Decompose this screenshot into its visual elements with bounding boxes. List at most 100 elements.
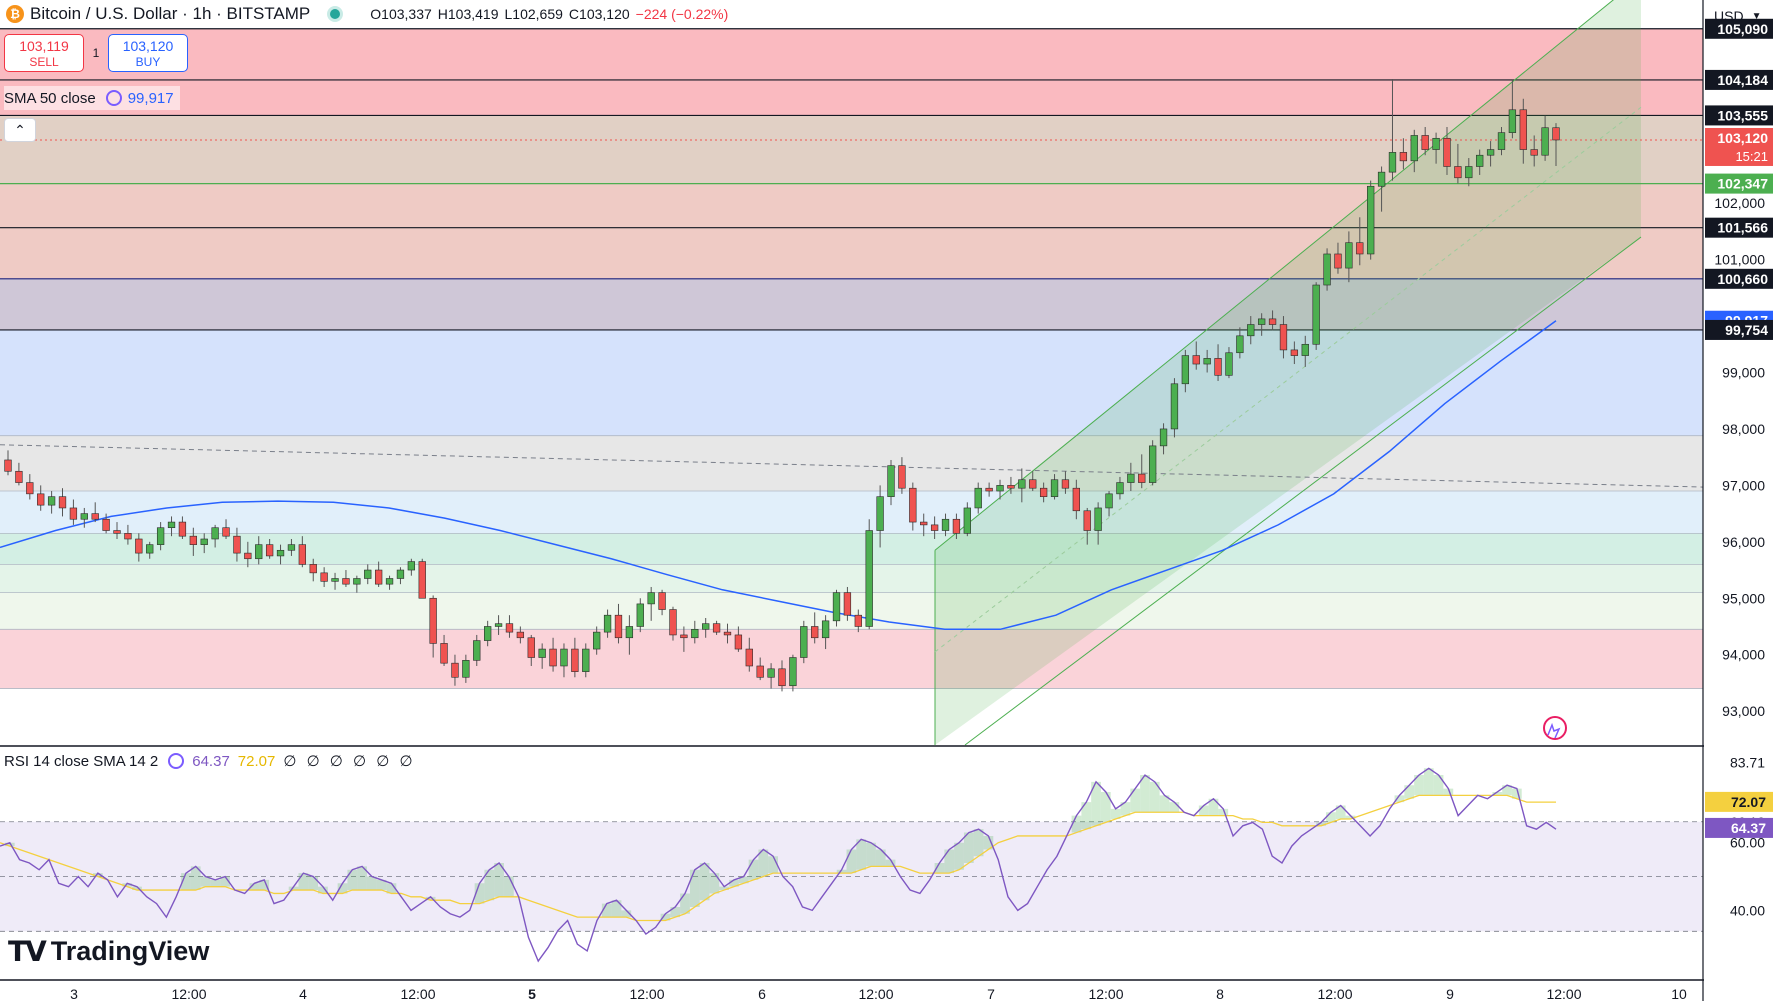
sma-legend[interactable]: SMA 50 close 99,917: [4, 86, 180, 110]
level-zone: [0, 115, 1703, 184]
candle-up: [255, 544, 263, 560]
candle-down: [527, 637, 535, 658]
buy-button[interactable]: 103,120 BUY: [108, 34, 188, 72]
price-label: 101,566: [1717, 220, 1768, 236]
rsi-value-label-bg: [1705, 791, 1773, 812]
candle-down: [778, 668, 786, 687]
ohlc-key: C: [568, 6, 580, 22]
candle-down: [811, 626, 819, 639]
candle-up: [1486, 149, 1495, 156]
price-label: 102,347: [1717, 176, 1768, 192]
candle-up: [1127, 473, 1135, 483]
candle-up: [560, 648, 568, 667]
candle-up: [1050, 479, 1059, 497]
price-tick-label: 102,000: [1714, 195, 1765, 211]
candle-down: [1268, 318, 1277, 325]
candle-down: [734, 634, 743, 650]
candle-down: [91, 513, 99, 520]
candle-up: [821, 620, 830, 639]
level-zone: [0, 491, 1703, 534]
collapse-legend-button[interactable]: ⌃: [4, 118, 36, 142]
price-label: 104,184: [1717, 72, 1768, 88]
time-tick-label: 6: [758, 986, 766, 1001]
candle-down: [4, 459, 12, 472]
candle-down: [614, 614, 623, 639]
rsi-sma-value: 72.07: [237, 752, 276, 770]
candle-down: [756, 665, 764, 678]
candle-up: [396, 569, 405, 579]
channel-lower-line: [964, 236, 1642, 746]
time-tick-label: 9: [1446, 986, 1454, 1001]
candle-down: [1443, 137, 1451, 167]
candle-down: [178, 521, 187, 537]
candle-up: [385, 578, 394, 585]
candle-down: [1061, 479, 1070, 489]
candle-down: [265, 544, 274, 557]
symbol-title[interactable]: Bitcoin / U.S. Dollar · 1h · BITSTAMP: [30, 4, 311, 23]
candle-up: [1181, 355, 1190, 385]
price-tick-label: 93,000: [1722, 703, 1765, 719]
candle-up: [1247, 324, 1255, 337]
price-label-bg: [1705, 127, 1773, 166]
ohlc-value: 103,337: [381, 6, 432, 22]
level-zone: [0, 435, 1703, 492]
candle-up: [462, 660, 470, 678]
candle-up: [625, 626, 634, 639]
candle-up: [1094, 507, 1102, 531]
candle-down: [930, 524, 939, 531]
ohlc-values: O103,337 H103,419 L102,659 C103,120 −224 (−0…: [364, 6, 728, 22]
tradingview-mark: 𝗧𝗩: [8, 936, 47, 967]
candle-down: [102, 518, 110, 531]
spread-value: 1: [92, 46, 100, 60]
candle-down: [1454, 166, 1462, 179]
candle-down: [1192, 355, 1200, 365]
time-tick-label: 12:00: [400, 986, 435, 1001]
candle-up: [1541, 127, 1549, 156]
candle-down: [516, 631, 525, 639]
sma-legend-value: 99,917: [127, 89, 174, 107]
candle-up: [865, 530, 873, 627]
rsi-value-label: 72.07: [1731, 794, 1766, 810]
buy-label: BUY: [135, 55, 161, 69]
sell-price: 103,119: [19, 38, 69, 54]
rsi-value: 64.37: [192, 752, 230, 770]
candle-down: [571, 648, 579, 672]
candle-down: [658, 592, 666, 610]
candle-up: [167, 521, 176, 529]
candle-up: [1258, 318, 1266, 325]
candle-down: [1214, 358, 1222, 376]
candle-up: [887, 465, 895, 497]
candle-down: [1530, 149, 1538, 156]
candle-down: [505, 623, 514, 633]
candle-up: [1105, 493, 1113, 509]
brand-name: TradingView: [50, 936, 210, 966]
candle-up: [1301, 343, 1309, 356]
candle-up: [1203, 358, 1211, 365]
candle-up: [691, 628, 699, 639]
candle-down: [26, 482, 34, 495]
candle-up: [1388, 152, 1397, 173]
candle-down: [952, 518, 961, 534]
chevron-up-icon: ⌃: [14, 122, 26, 138]
candle-down: [233, 535, 241, 554]
candle-down: [854, 614, 862, 627]
candle-up: [800, 626, 808, 658]
candle-down: [1399, 152, 1408, 162]
rsi-tick-label: 40.00: [1730, 902, 1765, 918]
price-label: 105,090: [1717, 21, 1768, 37]
candle-up: [702, 623, 710, 630]
level-zone: [0, 183, 1703, 228]
sell-button[interactable]: 103,119 SELL: [4, 34, 84, 72]
refresh-icon: [168, 753, 185, 769]
sma-50-line: [0, 320, 1557, 631]
ohlc-key: L: [504, 6, 513, 22]
rsi-legend-label: RSI 14 close SMA 14 2: [4, 752, 159, 770]
candle-down: [1421, 135, 1429, 150]
candle-down: [135, 538, 143, 554]
currency-selector[interactable]: USD ▼: [1714, 8, 1761, 24]
rsi-legend[interactable]: RSI 14 close SMA 14 2 64.37 72.07 ∅ ∅ ∅ …: [4, 752, 416, 771]
candle-down: [69, 507, 78, 520]
level-zone: [0, 79, 1703, 116]
ohlc-value: 102,659: [512, 6, 563, 22]
